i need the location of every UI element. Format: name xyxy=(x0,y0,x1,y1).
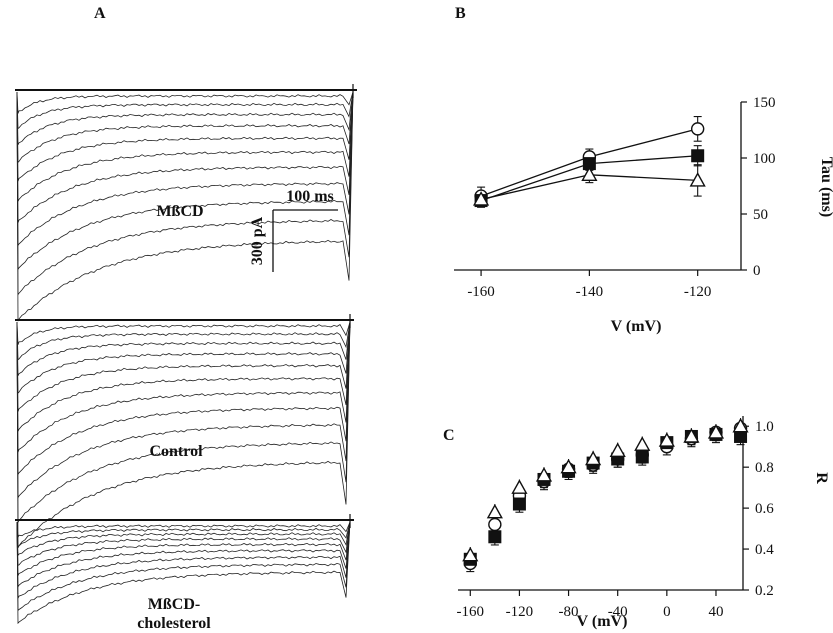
data-point-open-circle xyxy=(690,122,705,136)
current-trace xyxy=(16,91,354,271)
scale-label-time: 100 ms xyxy=(286,188,334,205)
data-point-open-triangle xyxy=(689,172,706,187)
trace-group-mbcd-cholesterol xyxy=(15,514,354,625)
current-trace xyxy=(16,91,354,223)
current-trace xyxy=(16,321,351,361)
current-trace xyxy=(16,521,351,547)
current-trace xyxy=(16,521,351,599)
x-tick-label: 40 xyxy=(708,604,723,620)
y-tick-label: 0.4 xyxy=(755,542,774,558)
scale-label-current: 300 pA xyxy=(249,216,266,265)
chart-c-xlabel: V (mV) xyxy=(577,613,628,630)
current-trace xyxy=(16,321,351,395)
y-tick-label: 0.2 xyxy=(755,583,774,599)
data-point-filled-square xyxy=(488,530,502,544)
current-trace xyxy=(16,521,351,612)
data-point-filled-square xyxy=(691,149,705,163)
x-tick-label: -140 xyxy=(576,284,604,300)
data-point-open-triangle xyxy=(472,191,490,206)
data-point-open-triangle xyxy=(732,417,749,433)
x-tick-label: -120 xyxy=(506,604,534,620)
chart-b-ylabel: Tau (ms) xyxy=(818,157,833,217)
data-point-open-triangle xyxy=(707,424,725,439)
current-trace xyxy=(16,321,351,500)
current-trace xyxy=(16,91,354,202)
current-trace xyxy=(16,321,351,345)
y-tick-label: 0.8 xyxy=(755,460,774,476)
y-tick-label: 100 xyxy=(753,151,776,167)
current-trace xyxy=(16,521,351,566)
current-trace xyxy=(16,321,351,432)
y-tick-label: 0 xyxy=(753,263,761,279)
panel-label-a: A xyxy=(94,5,106,22)
current-trace xyxy=(16,91,354,145)
current-trace xyxy=(16,521,351,539)
data-point-open-triangle xyxy=(609,442,626,458)
data-point-open-triangle xyxy=(658,432,675,447)
trace-group-control xyxy=(15,314,354,549)
current-trace xyxy=(16,321,351,524)
current-trace xyxy=(16,91,354,247)
y-tick-label: 50 xyxy=(753,207,768,223)
data-point-open-triangle xyxy=(560,458,577,474)
current-trace xyxy=(16,321,351,376)
current-trace xyxy=(16,321,351,453)
current-trace xyxy=(16,91,354,164)
current-trace xyxy=(16,91,354,114)
panel-label-b: B xyxy=(455,5,466,22)
trace-label-mbcd: MßCD xyxy=(156,203,203,220)
data-point-filled-square xyxy=(635,450,649,464)
data-point-filled-square xyxy=(512,497,526,511)
x-tick-label: -40 xyxy=(608,604,628,620)
trace-group-mbcd xyxy=(15,84,357,322)
chart-r: -160 -120 -80 -40 0 40 0.2 0.4 0.6 0.8 1.0 xyxy=(457,416,774,620)
y-tick-label: 1.0 xyxy=(755,419,774,435)
x-tick-label: -160 xyxy=(467,284,495,300)
current-trace xyxy=(16,521,351,625)
data-point-open-triangle xyxy=(535,467,553,482)
current-trace xyxy=(16,321,351,476)
data-point-open-triangle xyxy=(683,428,700,443)
data-point-open-triangle xyxy=(634,436,651,451)
current-trace xyxy=(16,521,351,589)
current-trace xyxy=(16,321,351,549)
current-trace xyxy=(16,321,351,412)
y-tick-label: 150 xyxy=(753,95,776,111)
x-tick-label: -120 xyxy=(684,284,712,300)
trace-label-control: Control xyxy=(149,443,203,460)
current-trace xyxy=(16,91,354,322)
current-trace xyxy=(16,91,354,296)
y-tick-label: 0.6 xyxy=(755,501,774,517)
trace-label-mbcd-cholesterol-2: cholesterol xyxy=(137,615,211,632)
x-tick-label: -160 xyxy=(457,604,485,620)
chart-c-ylabel: R xyxy=(813,472,830,484)
trace-label-mbcd-cholesterol-1: MßCD- xyxy=(148,596,200,613)
x-tick-label: -80 xyxy=(559,604,579,620)
current-trace xyxy=(16,91,354,182)
data-point-open-triangle xyxy=(581,166,598,182)
data-point-open-triangle xyxy=(511,479,528,494)
data-point-open-triangle xyxy=(462,546,479,562)
x-tick-label: 0 xyxy=(663,604,671,620)
chart-b-xlabel: V (mV) xyxy=(611,318,662,335)
current-trace xyxy=(16,91,354,130)
current-trace xyxy=(16,521,351,557)
panel-label-c: C xyxy=(443,427,455,444)
data-point-open-triangle xyxy=(486,503,503,519)
current-trace xyxy=(16,521,351,576)
data-point-open-circle xyxy=(488,517,502,532)
chart-tau: -160 -140 -120 0 50 100 150 xyxy=(454,95,776,300)
scale-bar: 100 ms 300 pA xyxy=(249,188,338,272)
data-point-open-triangle xyxy=(585,450,602,466)
